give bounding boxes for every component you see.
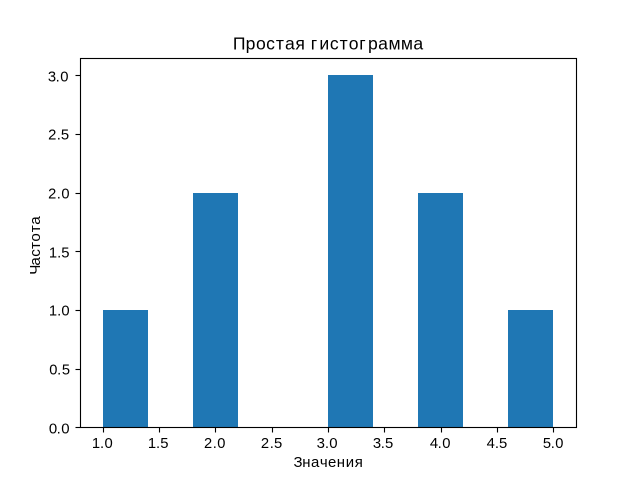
svg-text:2.5: 2.5 bbox=[261, 436, 282, 452]
svg-text:1.5: 1.5 bbox=[148, 436, 169, 452]
svg-text:1.0: 1.0 bbox=[92, 436, 113, 452]
svg-text:4.0: 4.0 bbox=[430, 436, 451, 452]
svg-text:2.0: 2.0 bbox=[204, 436, 225, 452]
svg-text:Частота: Частота bbox=[27, 216, 44, 275]
svg-text:3.5: 3.5 bbox=[373, 436, 393, 452]
svg-text:1.0: 1.0 bbox=[49, 303, 70, 319]
svg-text:Простая гистограмма: Простая гистограмма bbox=[233, 33, 423, 53]
svg-text:0.5: 0.5 bbox=[49, 362, 70, 378]
svg-text:Значения: Значения bbox=[293, 454, 362, 471]
svg-text:2.0: 2.0 bbox=[48, 186, 69, 202]
svg-text:4.5: 4.5 bbox=[487, 436, 508, 452]
svg-text:3.0: 3.0 bbox=[48, 69, 69, 85]
svg-text:3.0: 3.0 bbox=[317, 435, 338, 452]
svg-text:1.5: 1.5 bbox=[49, 245, 70, 261]
svg-text:2.5: 2.5 bbox=[48, 127, 69, 143]
svg-text:5.0: 5.0 bbox=[543, 436, 563, 452]
svg-text:0.0: 0.0 bbox=[49, 420, 70, 437]
